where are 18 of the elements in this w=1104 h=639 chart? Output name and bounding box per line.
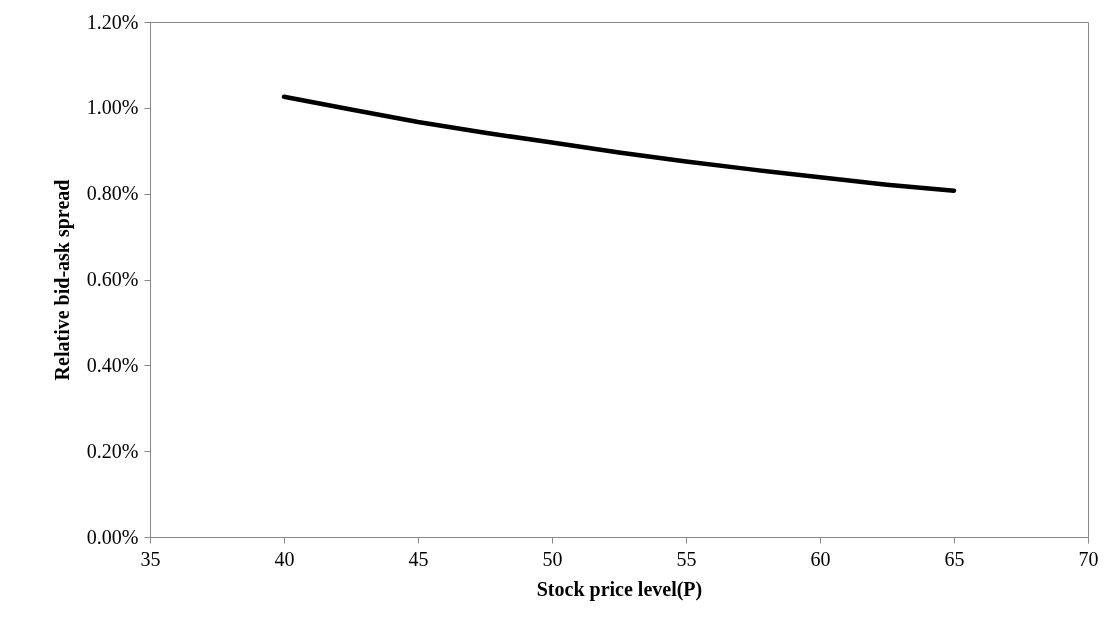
- x-tick-label: 45: [408, 547, 429, 570]
- x-tick-label: 60: [810, 547, 831, 570]
- line-series: [281, 94, 957, 193]
- x-tick-label: 35: [140, 547, 161, 570]
- x-tick-label: 40: [274, 547, 295, 570]
- y-tick-label: 0.00%: [86, 525, 139, 548]
- x-tick-label: 55: [676, 547, 697, 570]
- y-tick-label: 1.00%: [86, 96, 139, 119]
- y-tick-label: 0.20%: [86, 439, 139, 462]
- x-tick-label: 50: [542, 547, 563, 570]
- y-tick-label: 0.40%: [86, 353, 139, 376]
- y-tick-label: 1.20%: [86, 10, 139, 33]
- y-axis-title: Relative bid-ask spread: [50, 179, 74, 381]
- y-tick-label: 0.60%: [86, 268, 139, 290]
- x-axis-title: Stock price level(P): [536, 577, 703, 601]
- y-tick-label: 0.80%: [86, 182, 139, 205]
- x-tick-label: 70: [1078, 547, 1099, 570]
- x-tick-label: 65: [944, 547, 965, 570]
